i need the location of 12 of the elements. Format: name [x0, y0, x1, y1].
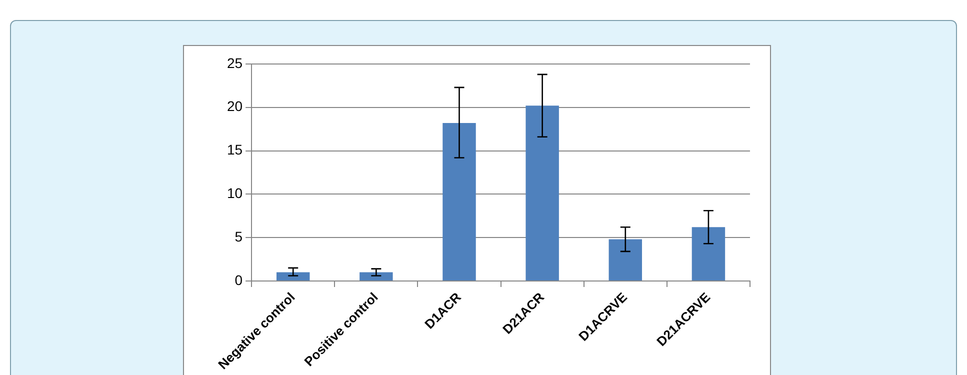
y-tick-label: 15 [226, 142, 243, 158]
y-tick-label: 10 [226, 185, 243, 202]
bar [692, 227, 726, 280]
bar [442, 123, 476, 280]
bar [276, 272, 310, 280]
y-tick-label: 20 [226, 98, 243, 114]
y-tick-label: 5 [234, 228, 243, 244]
bar [608, 239, 642, 280]
y-tick-label: 25 [226, 54, 243, 71]
bar [360, 272, 393, 280]
y-tick-label: 0 [234, 272, 243, 288]
bar [526, 106, 559, 280]
